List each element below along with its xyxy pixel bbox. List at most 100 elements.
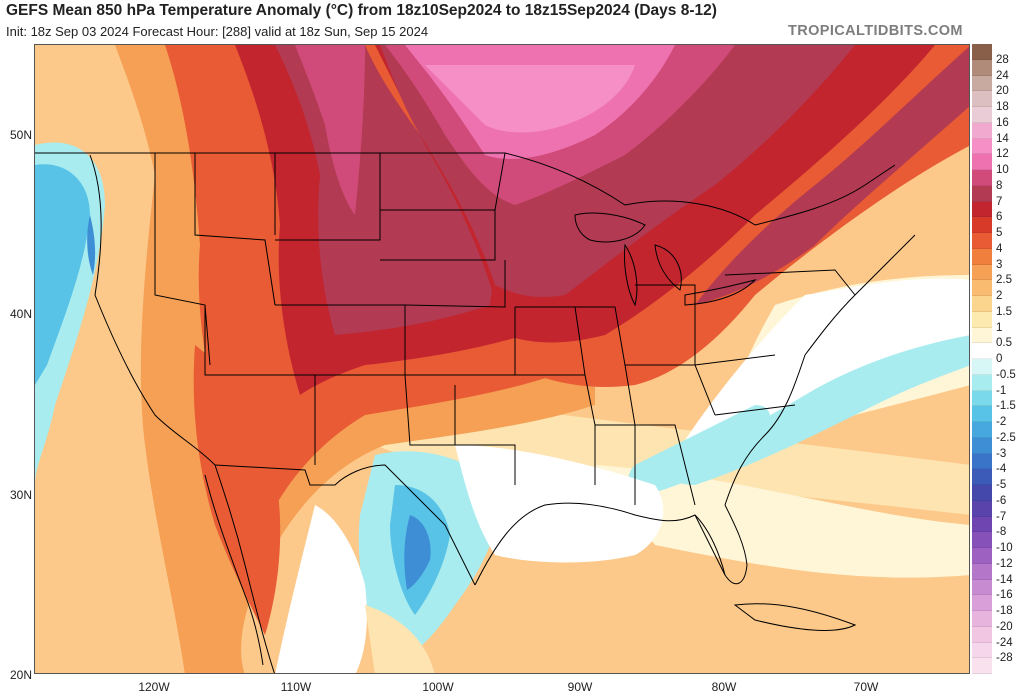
- coastline-florida: [694, 504, 748, 585]
- colorbar-level-label: 14: [996, 132, 1009, 145]
- colorbar-swatch: [972, 469, 992, 485]
- colorbar-swatch: [972, 296, 992, 312]
- lon-label-110w: 110W: [280, 680, 312, 694]
- colorbar-swatch: [972, 485, 992, 501]
- border-state-9: [380, 210, 496, 261]
- colorbar-swatch: [972, 579, 992, 596]
- colorbar-level-label: 18: [996, 101, 1009, 113]
- lon-label-90w: 90W: [567, 680, 593, 694]
- colorbar-swatch: [972, 343, 992, 359]
- coastline-baja: [204, 474, 264, 666]
- colorbar-level-label: -28: [996, 652, 1013, 665]
- field-mexico-pale: [365, 605, 435, 673]
- colorbar-level-label: 6: [996, 211, 1003, 224]
- field-baja-warm: [193, 345, 281, 635]
- colorbar-level-label: 24: [996, 69, 1009, 82]
- lon-label-80w: 80W: [711, 680, 737, 694]
- colorbar-swatch: [972, 280, 992, 296]
- colorbar-swatch: [972, 201, 992, 218]
- anomaly-map-canvas: [35, 45, 969, 673]
- colorbar-swatch: [972, 91, 992, 107]
- colorbar-swatch: [972, 217, 992, 233]
- field-mexico-neutral: [275, 505, 367, 673]
- colorbar-swatch: [972, 390, 992, 407]
- border-canada-us: [35, 152, 896, 226]
- field-pacific-cool-2: [35, 164, 90, 385]
- border-us-mexico: [214, 464, 476, 586]
- lake-erie: [684, 279, 757, 306]
- colorbar-level-label: -1: [996, 384, 1007, 397]
- border-state-16: [595, 424, 696, 506]
- political-borders: [35, 152, 916, 673]
- colorbar-swatch: [972, 311, 992, 328]
- border-state-21: [724, 269, 856, 296]
- colorbar-swatch: [972, 406, 992, 422]
- colorbar-level-label: -2: [996, 416, 1007, 428]
- colorbar-swatch: [972, 500, 992, 517]
- colorbar-level-label: 2: [996, 290, 1003, 302]
- lat-label-30n: 30N: [9, 488, 32, 502]
- colorbar-level-label: -10: [996, 542, 1013, 554]
- colorbar-level-label: -14: [996, 573, 1013, 586]
- border-state-12: [454, 385, 516, 485]
- colorbar-level-label: -3: [996, 447, 1007, 460]
- colorbar-level-label: 0.5: [996, 337, 1012, 350]
- colorbar-level-label: -4: [996, 463, 1007, 476]
- colorbar-level-label: 7: [996, 195, 1003, 208]
- colorbar-swatch: [972, 453, 992, 470]
- colorbar-level-label: 3: [996, 258, 1003, 271]
- border-state-4: [275, 153, 381, 241]
- field-texas-cool-3: [404, 515, 431, 590]
- border-state-6: [204, 305, 316, 465]
- colorbar-swatch: [972, 359, 992, 375]
- colorbar-level-label: -24: [996, 636, 1013, 649]
- colorbar-swatch: [972, 437, 992, 454]
- colorbar-swatch: [972, 532, 992, 548]
- brand-watermark[interactable]: TROPICALTIDBITS.COM: [788, 23, 963, 39]
- colorbar-swatch: [972, 516, 992, 533]
- field-warm-5: [295, 45, 365, 215]
- border-state-7: [315, 374, 455, 446]
- colorbar: [972, 44, 992, 674]
- colorbar-level-label: -0.5: [996, 368, 1016, 381]
- coastline-gulf: [474, 502, 726, 586]
- coastline-cuba: [733, 603, 857, 631]
- border-state-18: [635, 284, 696, 365]
- colorbar-swatch: [972, 563, 992, 580]
- lon-label-70w: 70W: [853, 680, 879, 694]
- field-neutral-band: [595, 465, 969, 578]
- colorbar-level-label: 8: [996, 179, 1003, 192]
- field-northeast-warm: [695, 46, 969, 305]
- colorbar-level-label: -16: [996, 589, 1013, 602]
- colorbar-level-label: 1.5: [996, 305, 1012, 318]
- colorbar-swatch: [972, 548, 992, 564]
- colorbar-swatch: [972, 185, 992, 202]
- colorbar-swatch: [972, 170, 992, 186]
- colorbar-level-label: -2.5: [996, 431, 1016, 444]
- colorbar-swatch: [972, 138, 992, 155]
- colorbar-swatch: [972, 122, 992, 139]
- lake-huron: [654, 244, 682, 291]
- colorbar-level-label: 10: [996, 164, 1009, 176]
- lake-superior: [574, 212, 646, 243]
- colorbar-level-label: 0: [996, 353, 1003, 365]
- colorbar-level-label: 1: [996, 321, 1003, 334]
- field-pacific-cool-3: [87, 215, 96, 275]
- colorbar-swatch: [972, 422, 992, 438]
- colorbar-level-label: 28: [996, 53, 1009, 66]
- border-state-10: [404, 260, 506, 308]
- colorbar-level-label: -20: [996, 620, 1013, 633]
- anomaly-map: [34, 44, 970, 674]
- colorbar-swatch: [972, 642, 992, 659]
- colorbar-swatch: [972, 626, 992, 643]
- colorbar-swatch: [972, 658, 992, 674]
- colorbar-swatch: [972, 374, 992, 391]
- colorbar-level-label: 16: [996, 116, 1009, 129]
- colorbar-level-label: -18: [996, 605, 1013, 617]
- lat-label-40n: 40N: [9, 307, 32, 321]
- map-title: GEFS Mean 850 hPa Temperature Anomaly (°…: [6, 2, 717, 19]
- colorbar-level-label: -12: [996, 557, 1013, 570]
- colorbar-swatch: [972, 595, 992, 611]
- lat-label-50n: 50N: [9, 128, 32, 142]
- border-state-19: [694, 354, 776, 366]
